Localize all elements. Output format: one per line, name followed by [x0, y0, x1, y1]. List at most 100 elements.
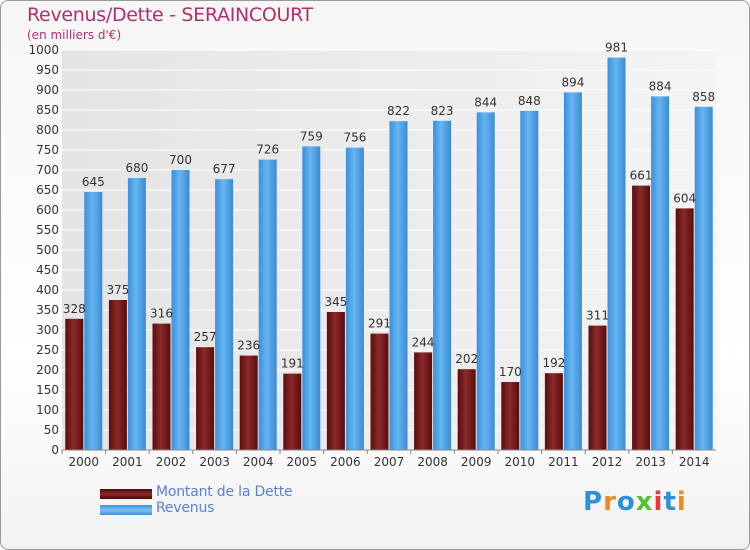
bar-revenus	[651, 96, 670, 451]
bar-debt	[65, 318, 84, 450]
data-label-revenus: 677	[213, 162, 236, 176]
logo-letter: i	[676, 487, 687, 517]
logo-letter: P	[583, 487, 604, 517]
bar-revenus	[84, 192, 103, 450]
legend-swatch-revenus	[100, 505, 152, 515]
legend-swatch-debt	[100, 489, 152, 499]
legend-label-revenus: Revenus	[156, 500, 215, 516]
y-tick-label: 850	[36, 103, 59, 117]
bar-revenus	[127, 178, 146, 450]
data-label-revenus: 726	[256, 143, 279, 157]
bar-debt	[632, 185, 651, 450]
bar-revenus	[302, 146, 321, 450]
data-label-revenus: 823	[431, 104, 454, 118]
bar-debt	[414, 352, 433, 450]
y-tick-label: 950	[36, 63, 59, 77]
data-label-debt: 170	[499, 365, 522, 379]
y-tick-label: 1000	[28, 43, 59, 57]
bar-revenus	[345, 147, 364, 450]
bar-debt	[196, 347, 215, 450]
logo-letter: x	[635, 487, 654, 517]
x-tick-label: 2001	[112, 455, 143, 469]
bar-debt	[108, 300, 127, 450]
y-tick-label: 450	[36, 263, 59, 277]
data-label-revenus: 756	[343, 131, 366, 145]
data-label-debt: 236	[237, 339, 260, 353]
y-tick-label: 200	[36, 363, 59, 377]
data-label-revenus: 858	[692, 90, 715, 104]
bar-debt	[370, 333, 389, 450]
bar-debt	[457, 369, 476, 450]
bar-revenus	[433, 120, 452, 451]
x-tick-label: 2013	[635, 455, 666, 469]
data-label-revenus: 680	[125, 161, 148, 175]
y-tick-label: 700	[36, 163, 59, 177]
bar-revenus	[215, 179, 234, 450]
bar-revenus	[171, 170, 190, 450]
data-label-revenus: 894	[561, 75, 584, 89]
x-tick-label: 2009	[461, 455, 492, 469]
data-label-debt: 191	[281, 357, 304, 371]
y-tick-label: 650	[36, 183, 59, 197]
chart-subtitle: (en milliers d'€)	[27, 28, 122, 42]
data-label-debt: 192	[542, 356, 565, 370]
y-tick-label: 750	[36, 143, 59, 157]
data-label-debt: 244	[412, 335, 435, 349]
y-tick-label: 500	[36, 243, 59, 257]
x-tick-label: 2006	[330, 455, 361, 469]
y-tick-label: 600	[36, 203, 59, 217]
x-tick-label: 2008	[417, 455, 448, 469]
data-label-revenus: 981	[605, 41, 628, 55]
data-label-revenus: 822	[387, 104, 410, 118]
x-tick-label: 2007	[374, 455, 405, 469]
data-label-revenus: 700	[169, 153, 192, 167]
bar-debt	[544, 373, 563, 450]
legend-label-debt: Montant de la Dette	[156, 484, 293, 500]
y-tick-label: 400	[36, 283, 59, 297]
x-tick-label: 2002	[156, 455, 187, 469]
chart-title: Revenus/Dette - SERAINCOURT	[27, 4, 313, 26]
data-label-debt: 291	[368, 317, 391, 331]
data-label-revenus: 884	[649, 79, 672, 93]
bar-revenus	[258, 159, 277, 450]
y-tick-label: 550	[36, 223, 59, 237]
data-label-debt: 311	[586, 309, 609, 323]
y-tick-label: 300	[36, 323, 59, 337]
logo-letter: i	[653, 487, 664, 517]
bar-revenus	[520, 110, 539, 451]
x-tick-label: 2005	[287, 455, 318, 469]
bar-revenus	[389, 121, 408, 450]
data-label-debt: 257	[194, 330, 217, 344]
x-tick-label: 2010	[505, 455, 536, 469]
data-label-revenus: 759	[300, 129, 323, 143]
bar-debt	[675, 208, 694, 450]
bar-debt	[152, 323, 171, 450]
data-label-revenus: 848	[518, 94, 541, 108]
bar-revenus	[476, 112, 495, 451]
bar-debt	[283, 373, 302, 450]
data-label-revenus: 645	[82, 175, 105, 189]
data-label-debt: 316	[150, 307, 173, 321]
y-tick-label: 250	[36, 343, 59, 357]
y-tick-label: 100	[36, 403, 59, 417]
bar-debt	[501, 382, 520, 450]
logo-letter: r	[603, 487, 617, 517]
bar-debt	[326, 312, 345, 450]
y-tick-label: 150	[36, 383, 59, 397]
logo-letter: o	[616, 487, 636, 517]
bar-revenus	[563, 92, 582, 451]
bar-debt	[239, 355, 258, 450]
y-tick-label: 350	[36, 303, 59, 317]
data-label-debt: 604	[673, 191, 696, 205]
data-label-revenus: 844	[474, 95, 497, 109]
y-tick-label: 800	[36, 123, 59, 137]
y-tick-label: 0	[51, 443, 59, 457]
x-tick-label: 2004	[243, 455, 274, 469]
x-tick-label: 2014	[679, 455, 710, 469]
y-tick-label: 900	[36, 83, 59, 97]
x-tick-label: 2000	[69, 455, 100, 469]
data-label-debt: 345	[324, 295, 347, 309]
data-label-debt: 661	[630, 169, 653, 183]
data-label-debt: 328	[63, 302, 86, 316]
x-tick-label: 2011	[548, 455, 579, 469]
